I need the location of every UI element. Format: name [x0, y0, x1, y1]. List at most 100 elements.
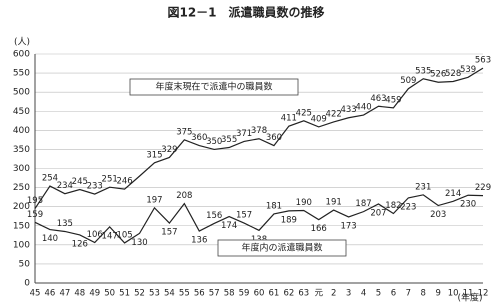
data-label: 208: [176, 191, 192, 201]
data-label: 182: [385, 201, 401, 211]
x-tick-label: 54: [164, 289, 175, 299]
series-line: [34, 194, 484, 244]
x-tick-label: 52: [134, 289, 145, 299]
data-label: 173: [340, 221, 356, 231]
data-label: 136: [191, 236, 207, 246]
data-label: 106: [87, 230, 103, 240]
data-label: 433: [340, 105, 356, 115]
data-label: 234: [57, 181, 73, 191]
data-label: 229: [475, 183, 491, 193]
y-tick-label: 350: [13, 145, 30, 155]
data-label: 230: [460, 200, 476, 210]
x-tick-label: 11: [463, 289, 474, 299]
data-label: 329: [161, 145, 177, 155]
data-label: 425: [296, 108, 312, 118]
data-label: 159: [27, 210, 43, 220]
x-tick-label: 4: [361, 289, 366, 299]
data-label: 231: [415, 182, 431, 192]
data-label: 233: [87, 182, 103, 192]
data-label: 166: [311, 224, 327, 234]
data-label: 207: [370, 208, 386, 218]
x-tick-label: 2: [331, 289, 336, 299]
data-label: 251: [102, 175, 118, 185]
data-label: 463: [370, 94, 386, 104]
x-tick-label: 56: [194, 289, 205, 299]
data-label: 459: [385, 95, 401, 105]
data-label: 197: [146, 195, 162, 205]
x-tick-label: 6: [391, 289, 396, 299]
data-label: 140: [42, 234, 58, 244]
y-tick-label: 0: [24, 279, 30, 289]
data-label: 371: [236, 129, 252, 139]
annotation-box: [217, 239, 347, 257]
data-label: 360: [266, 133, 282, 143]
x-tick-label: 12: [478, 289, 489, 299]
data-label: 254: [42, 174, 58, 184]
x-axis-label: (年度): [457, 292, 482, 304]
x-tick-label: 7: [406, 289, 411, 299]
legend-label: 年度内の派遣職員数: [241, 242, 322, 254]
y-tick-label: 50: [19, 259, 31, 269]
x-tick-label: 9: [435, 289, 440, 299]
x-tick-label: 8: [421, 289, 426, 299]
data-label: 195: [27, 196, 43, 206]
x-tick-label: 57: [209, 289, 220, 299]
x-tick-label: 48: [74, 289, 85, 299]
y-tick-label: 300: [13, 164, 30, 174]
x-tick-label: 50: [104, 289, 115, 299]
data-label: 135: [57, 219, 73, 229]
data-label: 157: [236, 211, 252, 221]
x-tick-label: 5: [376, 289, 381, 299]
data-label: 378: [251, 126, 267, 136]
x-tick-label: 46: [45, 289, 56, 299]
data-label: 191: [326, 198, 342, 208]
data-label: 105: [116, 230, 132, 240]
series-line: [34, 67, 484, 209]
y-axis-label: (人): [14, 37, 30, 48]
data-label: 189: [281, 215, 297, 225]
y-tick-label: 400: [13, 126, 30, 136]
x-tick-label: 62: [283, 289, 294, 299]
data-label: 350: [206, 137, 222, 147]
x-tick-label: 10: [448, 289, 459, 299]
data-label: 203: [430, 210, 446, 220]
x-tick-label: 47: [59, 289, 70, 299]
data-label: 315: [146, 150, 162, 160]
data-label: 130: [131, 238, 147, 248]
data-label: 246: [116, 177, 132, 187]
data-label: 440: [355, 103, 371, 113]
data-label: 535: [415, 66, 431, 76]
data-label: 157: [161, 228, 177, 238]
data-label: 126: [72, 239, 88, 249]
x-tick-label: 63: [298, 289, 309, 299]
annotation-box: [129, 78, 299, 96]
x-tick-label: 3: [346, 289, 351, 299]
x-tick-label: 55: [179, 289, 190, 299]
data-label: 528: [445, 69, 461, 79]
y-tick-label: 200: [13, 202, 30, 212]
x-tick-label: 45: [30, 289, 41, 299]
y-tick-label: 550: [13, 69, 30, 79]
data-label: 245: [72, 177, 88, 187]
data-label: 214: [445, 189, 461, 199]
y-tick-label: 150: [13, 221, 30, 231]
y-tick-label: 600: [13, 50, 30, 60]
data-label: 360: [191, 133, 207, 143]
data-label: 409: [311, 114, 327, 124]
y-tick-label: 450: [13, 107, 30, 117]
data-label: 156: [206, 211, 222, 221]
x-tick-label: 60: [254, 289, 265, 299]
data-label: 422: [326, 109, 342, 119]
data-label: 539: [460, 65, 476, 75]
x-tick-label: 59: [239, 289, 250, 299]
data-label: 509: [400, 76, 416, 86]
x-tick-label: 61: [269, 289, 280, 299]
legend-label: 年度末現在で派遣中の職員数: [155, 81, 272, 93]
data-label: 223: [400, 202, 416, 212]
data-label: 563: [475, 56, 491, 66]
data-label: 526: [430, 70, 446, 80]
y-tick-label: 250: [13, 183, 30, 193]
y-tick-label: 100: [13, 240, 30, 250]
data-label: 174: [221, 221, 237, 231]
